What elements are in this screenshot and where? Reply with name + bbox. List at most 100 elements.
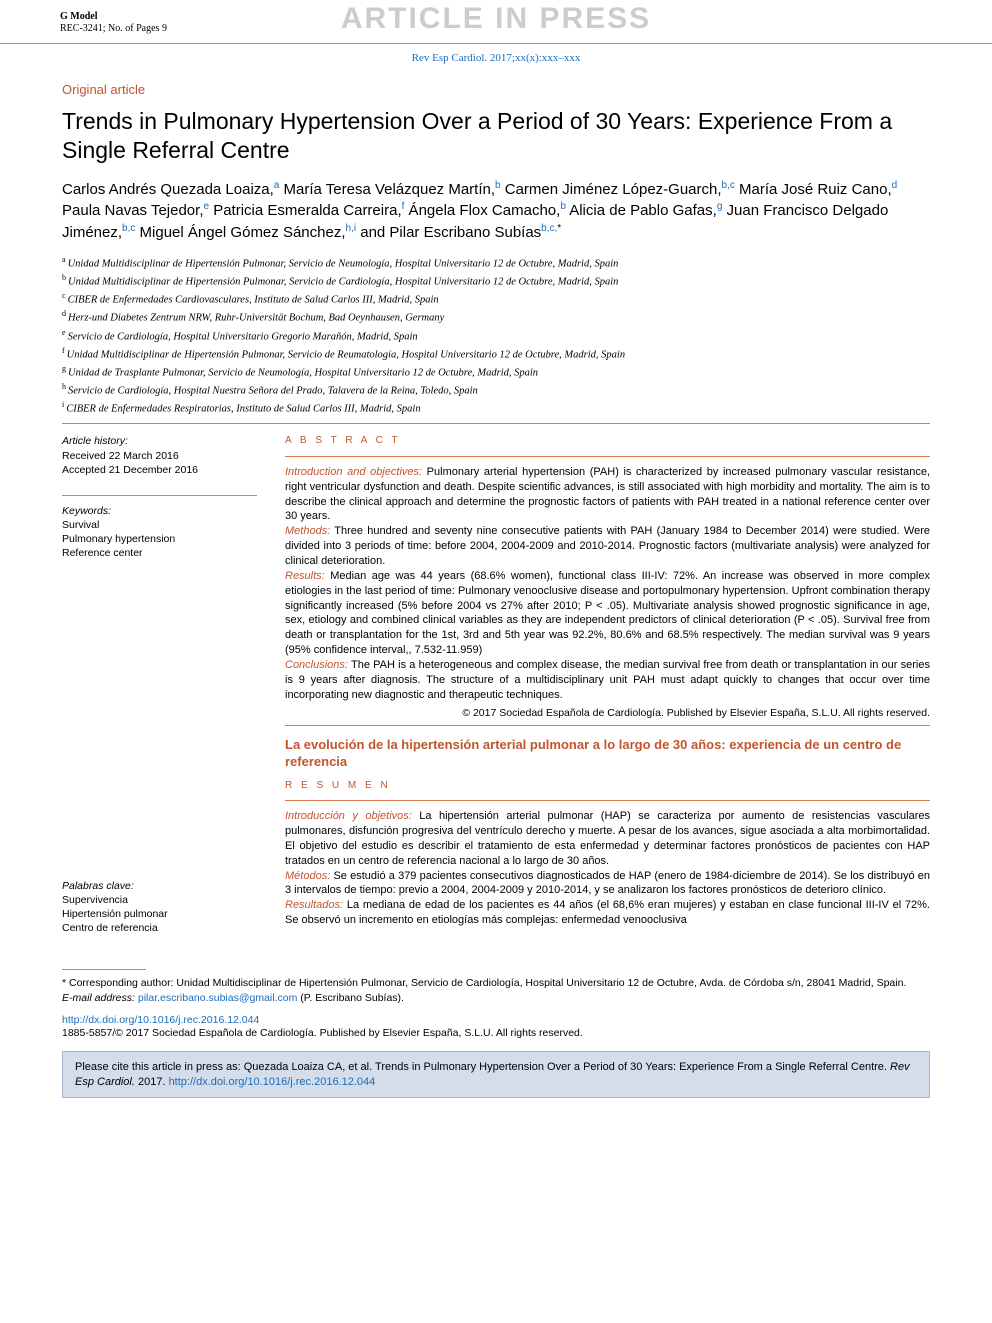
citebox-link[interactable]: http://dx.doi.org/10.1016/j.rec.2016.12.…: [169, 1076, 376, 1088]
author-affil-sup: b: [495, 180, 501, 191]
corresponding-author: * Corresponding author: Unidad Multidisc…: [62, 976, 930, 991]
palabra-item: Hipertensión pulmonar: [62, 907, 257, 921]
affiliation: i CIBER de Enfermedades Respiratorias, I…: [62, 399, 930, 417]
spanish-title: La evolución de la hipertensión arterial…: [285, 736, 930, 771]
author-list: Carlos Andrés Quezada Loaiza,a María Ter…: [62, 179, 930, 244]
affil-sup: c: [62, 291, 68, 300]
keywords-block: Keywords: Survival Pulmonary hypertensio…: [62, 504, 257, 569]
author: and Pilar Escribano Subíasb,c,*: [356, 224, 561, 241]
article-in-press-watermark: ARTICLE IN PRESS: [341, 2, 651, 36]
keyword-item: Reference center: [62, 546, 257, 560]
affil-sup: b: [62, 273, 68, 282]
author-affil-sup: d: [892, 180, 898, 191]
abs-concl-text: The PAH is a heterogeneous and complex d…: [285, 659, 930, 701]
article-title: Trends in Pulmonary Hypertension Over a …: [62, 107, 930, 165]
author-affil-sup: h,i: [346, 223, 357, 234]
affiliation: h Servicio de Cardiología, Hospital Nues…: [62, 381, 930, 399]
affil-sup: d: [62, 309, 68, 318]
history-label: Article history:: [62, 434, 257, 448]
abstract-methods: Methods: Three hundred and seventy nine …: [285, 524, 930, 569]
resumen-intro: Introducción y objetivos: La hipertensió…: [285, 809, 930, 868]
affiliation: d Herz-und Diabetes Zentrum NRW, Ruhr-Un…: [62, 308, 930, 326]
footnotes: * Corresponding author: Unidad Multidisc…: [62, 969, 930, 1005]
citation-box: Please cite this article in press as: Qu…: [62, 1051, 930, 1099]
author: Miguel Ángel Gómez Sánchez,h,i: [135, 224, 356, 241]
left-spacer: [62, 579, 257, 879]
palabras-block: Palabras clave: Supervivencia Hipertensi…: [62, 879, 257, 944]
affiliation-list: a Unidad Multidisciplinar de Hipertensió…: [62, 254, 930, 418]
author: Carmen Jiménez López-Guarch,b,c: [501, 181, 735, 198]
journal-citation-line: Rev Esp Cardiol. 2017;xx(x):xxx–xxx: [0, 44, 992, 82]
two-column-layout: Article history: Received 22 March 2016 …: [62, 434, 930, 953]
abstract-results: Results: Median age was 44 years (68.6% …: [285, 569, 930, 658]
author: Ángela Flox Camacho,b: [404, 202, 565, 219]
citebox-pre: Please cite this article in press as: Qu…: [75, 1061, 890, 1073]
author-affil-sup: b,c: [722, 180, 735, 191]
abs-results-label: Results:: [285, 570, 325, 582]
article-type: Original article: [62, 82, 930, 97]
author: Carlos Andrés Quezada Loaiza,a: [62, 181, 279, 198]
history-accepted: Accepted 21 December 2016: [62, 463, 257, 477]
left-column: Article history: Received 22 March 2016 …: [62, 434, 257, 953]
abs-intro-label: Introduction and objectives:: [285, 466, 422, 478]
affil-sup: a: [62, 255, 68, 264]
keywords-label: Keywords:: [62, 504, 257, 518]
abs-methods-label: Methods:: [285, 525, 330, 537]
author: Patricia Esmeralda Carreira,f: [209, 202, 404, 219]
affiliation: e Servicio de Cardiología, Hospital Univ…: [62, 327, 930, 345]
res-results-text: La mediana de edad de los pacientes es 4…: [285, 899, 930, 926]
author: Alicia de Pablo Gafas,g: [566, 202, 723, 219]
abstract-intro: Introduction and objectives: Pulmonary a…: [285, 465, 930, 524]
affiliation: g Unidad de Trasplante Pulmonar, Servici…: [62, 363, 930, 381]
footnote-rule: [62, 969, 146, 970]
resumen-heading: R E S U M E N: [285, 779, 930, 793]
affiliation: a Unidad Multidisciplinar de Hipertensió…: [62, 254, 930, 272]
palabras-label: Palabras clave:: [62, 879, 257, 893]
left-rule: [62, 495, 257, 496]
palabra-item: Centro de referencia: [62, 921, 257, 935]
email-who: (P. Escribano Subías).: [297, 992, 404, 1004]
history-received: Received 22 March 2016: [62, 449, 257, 463]
abstract-bottom-rule: [285, 725, 930, 726]
doi-link[interactable]: http://dx.doi.org/10.1016/j.rec.2016.12.…: [62, 1014, 930, 1026]
affil-sup: i: [62, 400, 66, 409]
abstract-copyright: © 2017 Sociedad Española de Cardiología.…: [285, 706, 930, 720]
abs-results-text: Median age was 44 years (68.6% women), f…: [285, 570, 930, 656]
palabra-item: Supervivencia: [62, 893, 257, 907]
res-methods-text: Se estudió a 379 pacientes consecutivos …: [285, 870, 930, 897]
affil-sup: f: [62, 346, 67, 355]
author-affil-sup: b,c,: [541, 223, 557, 234]
abs-concl-label: Conclusions:: [285, 659, 348, 671]
affiliation: f Unidad Multidisciplinar de Hipertensió…: [62, 345, 930, 363]
doi-text[interactable]: http://dx.doi.org/10.1016/j.rec.2016.12.…: [62, 1014, 259, 1026]
author: Paula Navas Tejedor,e: [62, 202, 209, 219]
res-methods-label: Métodos:: [285, 870, 330, 882]
resumen-rule: [285, 800, 930, 801]
corresponding-email-line: E-mail address: pilar.escribano.subias@g…: [62, 991, 930, 1006]
email-link[interactable]: pilar.escribano.subias@gmail.com: [138, 992, 297, 1004]
citebox-post: 2017.: [135, 1076, 169, 1088]
res-intro-label: Introducción y objetivos:: [285, 810, 412, 822]
abs-methods-text: Three hundred and seventy nine consecuti…: [285, 525, 930, 567]
header-bar: G Model REC-3241; No. of Pages 9 ARTICLE…: [0, 0, 992, 44]
separator-rule: [62, 423, 930, 424]
resumen-results: Resultados: La mediana de edad de los pa…: [285, 898, 930, 928]
right-column: A B S T R A C T Introduction and objecti…: [285, 434, 930, 953]
corresponding-star: *: [557, 223, 561, 234]
affil-sup: g: [62, 364, 68, 373]
gmodel-block: G Model REC-3241; No. of Pages 9: [0, 11, 167, 35]
abstract-heading: A B S T R A C T: [285, 434, 930, 448]
abstract-conclusions: Conclusions: The PAH is a heterogeneous …: [285, 658, 930, 703]
journal-cite-text[interactable]: Rev Esp Cardiol. 2017;xx(x):xxx–xxx: [412, 52, 581, 64]
footer-copyright: 1885-5857/© 2017 Sociedad Española de Ca…: [62, 1027, 930, 1039]
author-affil-sup: b,c: [122, 223, 135, 234]
author: María Teresa Velázquez Martín,b: [279, 181, 500, 198]
gmodel-ref: REC-3241; No. of Pages 9: [60, 23, 167, 35]
gmodel-label: G Model: [60, 11, 167, 23]
keyword-item: Survival: [62, 518, 257, 532]
abstract-rule: [285, 456, 930, 457]
affiliation: c CIBER de Enfermedades Cardiovasculares…: [62, 290, 930, 308]
keyword-item: Pulmonary hypertension: [62, 532, 257, 546]
article-history: Article history: Received 22 March 2016 …: [62, 434, 257, 485]
affil-sup: h: [62, 382, 68, 391]
